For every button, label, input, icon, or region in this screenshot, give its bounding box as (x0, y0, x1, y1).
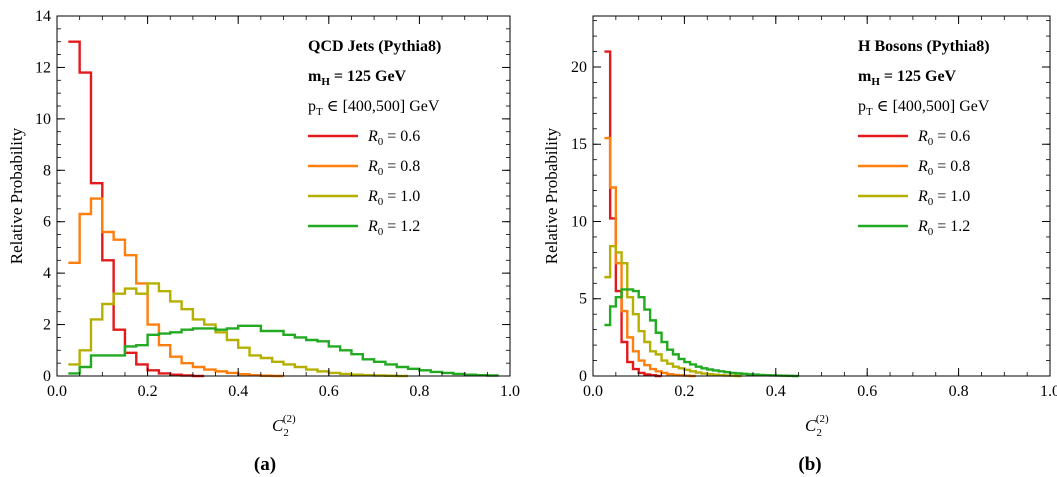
y-tick-label-b-0: 0 (579, 368, 587, 385)
y-tick-label-a-3: 6 (43, 214, 51, 231)
x-tick-label-b-2: 0.4 (766, 383, 786, 400)
series-line-a-R06 (68, 40, 205, 378)
series-line-a-R08 (68, 197, 284, 378)
y-tick-label-b-3: 15 (571, 136, 587, 153)
legend-label-a-2: R0 = 1.0 (367, 188, 420, 208)
y-tick-label-b-4: 20 (571, 59, 587, 76)
x-tick-label-a-2: 0.4 (228, 383, 248, 400)
series-line-b-R08 (604, 136, 696, 378)
legend-label-b-1: R0 = 0.8 (917, 158, 970, 178)
legend-title-b: H Bosons (Pythia8) (858, 38, 990, 55)
legend-label-b-3: R0 = 1.2 (917, 218, 970, 238)
x-tick-label-a-4: 0.8 (409, 383, 429, 400)
y-tick-label-a-5: 10 (35, 111, 51, 128)
series-line-b-R12 (604, 288, 799, 378)
panel-caption-a: (a) (254, 454, 276, 475)
ticks-layer-b: 0.0 0.2 0.4 0.6 0.8 1.0 0 5 10 15 20 (571, 16, 1057, 400)
legend-label-a-1: R0 = 0.8 (367, 158, 420, 178)
x-tick-label-b-0: 0.0 (583, 383, 603, 400)
x-axis-label-a: C2(2) (272, 413, 296, 439)
y-tick-label-a-2: 4 (43, 265, 51, 282)
legend-entries-a: R0 = 0.6 R0 = 0.8 R0 = 1.0 R0 = 1.2 (308, 128, 420, 238)
y-tick-label-b-1: 5 (579, 291, 587, 308)
y-tick-label-a-0: 0 (43, 368, 51, 385)
plot-frame-a (56, 15, 511, 377)
y-tick-label-a-4: 8 (43, 162, 51, 179)
y-tick-label-a-6: 12 (35, 59, 51, 76)
series-line-b-R10 (604, 245, 742, 378)
series-line-b-R06 (604, 50, 662, 378)
y-axis-label-b: Relative Probability (542, 127, 561, 264)
legend-mass-b: mH = 125 GeV (858, 68, 957, 88)
series-layer-a (68, 40, 499, 378)
x-tick-label-b-3: 0.6 (857, 383, 877, 400)
panel-b: 0.0 0.2 0.4 0.6 0.8 1.0 0 5 10 15 20 Relative Prob… (542, 15, 1057, 439)
x-tick-label-b-1: 0.2 (674, 383, 694, 400)
legend-label-b-0: R0 = 0.6 (917, 128, 970, 148)
legend-mass-a: mH = 125 GeV (308, 68, 407, 88)
x-tick-label-a-1: 0.2 (138, 383, 158, 400)
legend-label-a-0: R0 = 0.6 (367, 128, 420, 148)
series-line-a-R12 (68, 324, 499, 377)
x-tick-label-a-0: 0.0 (47, 383, 67, 400)
legend-a: QCD Jets (Pythia8) mH = 125 GeV pT ∈ [40… (308, 38, 441, 238)
panel-a: 0.0 0.2 0.4 0.6 0.8 1.0 0 2 4 6 8 10 12 14 Relative P… (7, 8, 520, 439)
x-tick-label-a-3: 0.6 (319, 383, 339, 400)
panel-caption-b: (b) (798, 454, 821, 475)
x-tick-label-b-5: 1.0 (1040, 383, 1057, 400)
x-tick-label-b-4: 0.8 (949, 383, 969, 400)
legend-label-a-3: R0 = 1.2 (367, 218, 420, 238)
ticks-layer-a: 0.0 0.2 0.4 0.6 0.8 1.0 0 2 4 6 8 10 12 14 (35, 8, 520, 400)
x-axis-label-b: C2(2) (805, 413, 829, 439)
y-tick-label-a-1: 2 (43, 317, 51, 334)
legend-entries-b: R0 = 0.6 R0 = 0.8 R0 = 1.0 R0 = 1.2 (858, 128, 970, 238)
plot-frame-b (592, 15, 1051, 377)
y-axis-label-a: Relative Probability (7, 127, 26, 264)
legend-pt-b: pT ∈ [400,500] GeV (858, 98, 990, 118)
y-tick-label-a-7: 14 (35, 8, 51, 25)
x-tick-label-a-5: 1.0 (500, 383, 520, 400)
legend-title-a: QCD Jets (Pythia8) (308, 38, 441, 55)
legend-label-b-2: R0 = 1.0 (917, 188, 970, 208)
y-tick-label-b-2: 10 (571, 213, 587, 230)
series-layer-b (604, 50, 799, 378)
legend-pt-a: pT ∈ [400,500] GeV (308, 98, 440, 118)
legend-b: H Bosons (Pythia8) mH = 125 GeV pT ∈ [40… (858, 38, 990, 238)
